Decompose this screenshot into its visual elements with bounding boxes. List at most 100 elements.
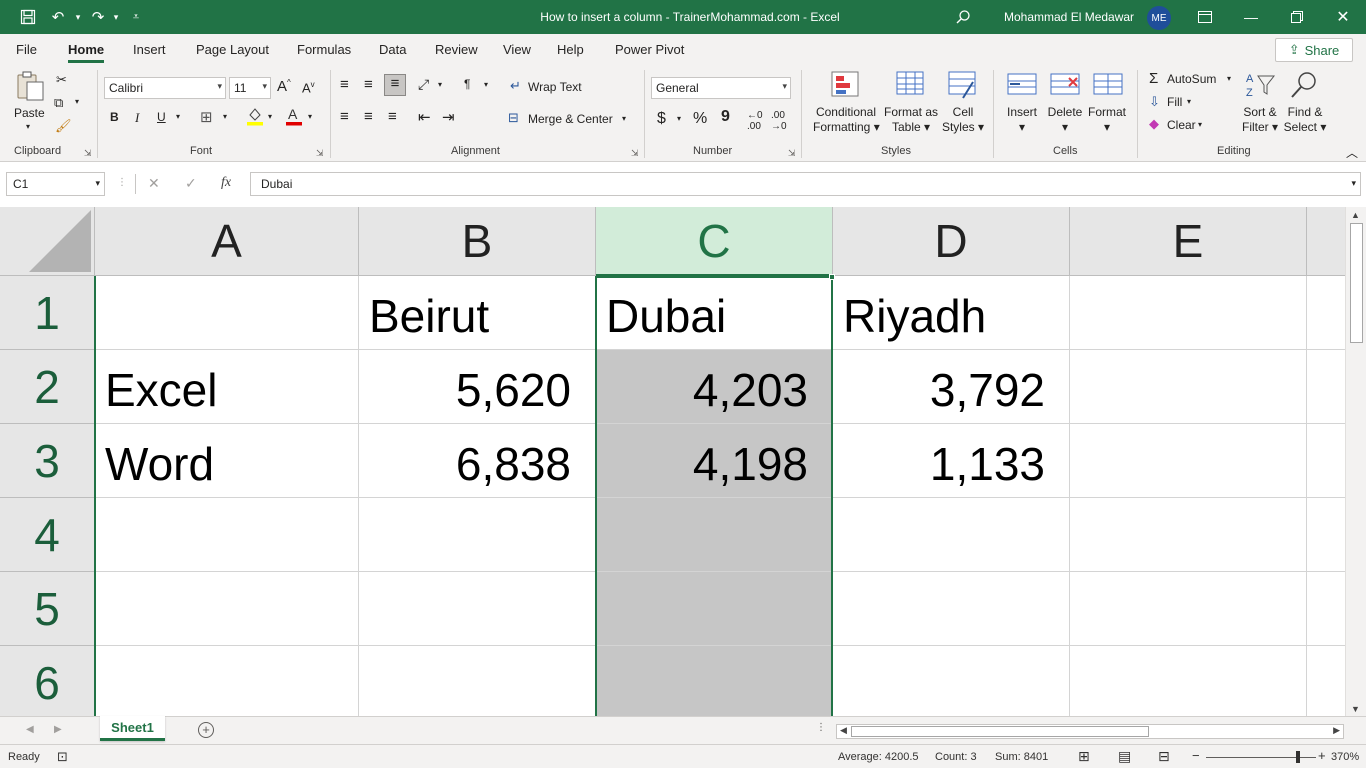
tab-review[interactable]: Review [435, 42, 478, 57]
merge-center-icon[interactable]: ⊟ [508, 110, 519, 125]
increase-decimal-icon[interactable]: ←0.00 [747, 110, 763, 132]
clear-icon[interactable]: ◆ [1149, 116, 1159, 131]
tab-help[interactable]: Help [557, 42, 584, 57]
row-header-4[interactable]: 4 [0, 498, 95, 572]
cell-b4[interactable] [359, 498, 596, 572]
decrease-indent-icon[interactable]: ⇤ [418, 109, 431, 126]
bold-button[interactable]: B [110, 110, 119, 124]
copy-icon[interactable]: ⧉ [54, 95, 64, 110]
tab-file[interactable]: File [16, 42, 37, 57]
cell-f6[interactable] [1307, 646, 1345, 716]
cell-a2[interactable]: Excel [95, 350, 359, 424]
normal-view-icon[interactable]: ⊞ [1078, 748, 1090, 764]
middle-align-icon[interactable]: ≡ [364, 76, 373, 93]
format-painter-icon[interactable]: 🖌 [55, 118, 72, 133]
column-header-f[interactable] [1307, 207, 1345, 276]
collapse-ribbon-icon[interactable]: ︿ [1346, 146, 1359, 160]
decrease-font-icon[interactable]: Av [302, 80, 315, 96]
minimize-icon[interactable]: — [1244, 9, 1258, 25]
clear-button[interactable]: Clear [1167, 118, 1196, 132]
autosum-icon[interactable]: Σ [1149, 70, 1159, 87]
zoom-slider-track[interactable] [1206, 757, 1316, 758]
column-header-b[interactable]: B [359, 207, 596, 276]
fill-handle[interactable] [829, 274, 835, 280]
font-color-dropdown-icon[interactable]: ▾ [308, 112, 313, 121]
vertical-scrollbar[interactable]: ▲ ▼ [1345, 207, 1366, 718]
align-center-icon[interactable]: ≡ [364, 108, 373, 125]
horizontal-scroll-thumb[interactable] [851, 726, 1149, 737]
borders-dropdown-icon[interactable]: ▾ [223, 112, 228, 121]
cell-e5[interactable] [1070, 572, 1307, 646]
delete-cells-icon[interactable] [1049, 70, 1081, 100]
comma-style-button[interactable]: 9 [721, 108, 730, 125]
copy-dropdown-icon[interactable]: ▾ [75, 97, 80, 106]
cell-f5[interactable] [1307, 572, 1345, 646]
cell-e2[interactable] [1070, 350, 1307, 424]
autosum-dropdown-icon[interactable]: ▾ [1227, 74, 1232, 83]
underline-dropdown-icon[interactable]: ▾ [176, 112, 181, 121]
fill-icon[interactable]: ⇩ [1149, 94, 1160, 109]
font-launcher-icon[interactable]: ⇲ [316, 148, 324, 158]
increase-font-icon[interactable]: A^ [277, 78, 291, 95]
redo-icon[interactable]: ↷ [91, 9, 105, 26]
font-color-icon[interactable]: A [285, 106, 303, 129]
clear-dropdown-icon[interactable]: ▾ [1198, 120, 1203, 129]
cancel-icon[interactable]: ✕ [148, 175, 160, 191]
find-select-button[interactable]: Find & Select ▾ [1283, 105, 1327, 134]
zoom-level[interactable]: 370% [1331, 751, 1360, 763]
cell-e3[interactable] [1070, 424, 1307, 498]
scroll-right-icon[interactable]: ▶ [1333, 725, 1340, 735]
cell-styles-button[interactable]: Cell Styles ▾ [941, 105, 985, 134]
ribbon-display-icon[interactable] [1182, 0, 1228, 34]
row-header-1[interactable]: 1 [0, 276, 95, 350]
previous-sheet-icon[interactable]: ◀ [26, 724, 34, 735]
cell-c4[interactable] [596, 498, 833, 572]
orientation-icon[interactable]: ⤢ [418, 76, 430, 92]
format-cells-icon[interactable] [1092, 70, 1124, 100]
cell-c3[interactable]: 4,198 [596, 424, 833, 498]
wrap-text-button[interactable]: Wrap Text [528, 80, 582, 94]
close-icon[interactable]: ✕ [1336, 9, 1350, 26]
cell-c2[interactable]: 4,203 [596, 350, 833, 424]
font-size-dropdown[interactable]: 11 ▾ [229, 77, 271, 99]
expand-formula-bar-icon[interactable]: ▾ [1351, 178, 1356, 188]
alignment-launcher-icon[interactable]: ⇲ [631, 148, 639, 158]
sheet-tab-sheet1[interactable]: Sheet1 [100, 716, 165, 741]
tab-data[interactable]: Data [379, 42, 407, 57]
tab-view[interactable]: View [503, 42, 531, 57]
redo-dropdown-icon[interactable]: ▾ [113, 11, 119, 22]
cell-a4[interactable] [95, 498, 359, 572]
cell-b2[interactable]: 5,620 [359, 350, 596, 424]
align-right-icon[interactable]: ≡ [388, 108, 397, 125]
cell-d6[interactable] [833, 646, 1070, 716]
select-all-button[interactable] [0, 207, 95, 276]
autosum-button[interactable]: AutoSum [1167, 72, 1217, 86]
insert-cells-button[interactable]: Insert ▾ [1006, 105, 1037, 134]
tab-insert[interactable]: Insert [133, 42, 166, 57]
currency-dropdown-icon[interactable]: ▾ [677, 114, 682, 123]
undo-dropdown-icon[interactable]: ▾ [75, 11, 81, 22]
insert-function-button[interactable]: fx [221, 175, 232, 190]
align-left-icon[interactable]: ≡ [340, 108, 349, 125]
column-header-c[interactable]: C [596, 207, 833, 276]
column-header-e[interactable]: E [1070, 207, 1307, 276]
customize-toolbar-icon[interactable]: ⩡ [132, 10, 140, 23]
format-as-table-button[interactable]: Format as Table ▾ [883, 105, 938, 134]
cell-c1[interactable]: Dubai [596, 276, 833, 350]
page-break-view-icon[interactable]: ⊟ [1158, 748, 1170, 764]
text-direction-icon[interactable]: ¶ [464, 77, 471, 91]
currency-button[interactable]: $ [657, 110, 666, 127]
cell-c5[interactable] [596, 572, 833, 646]
zoom-slider-knob[interactable] [1296, 751, 1300, 763]
orientation-dropdown-icon[interactable]: ▾ [438, 80, 443, 89]
increase-indent-icon[interactable]: ⇥ [442, 109, 455, 126]
column-header-d[interactable]: D [833, 207, 1070, 276]
cell-e4[interactable] [1070, 498, 1307, 572]
row-header-5[interactable]: 5 [0, 572, 95, 646]
conditional-formatting-button[interactable]: Conditional Formatting ▾ [813, 105, 880, 134]
restore-icon[interactable] [1274, 0, 1320, 34]
cell-b6[interactable] [359, 646, 596, 716]
borders-icon[interactable]: ⊞ [200, 109, 213, 126]
cell-d4[interactable] [833, 498, 1070, 572]
format-as-table-icon[interactable] [895, 70, 927, 100]
